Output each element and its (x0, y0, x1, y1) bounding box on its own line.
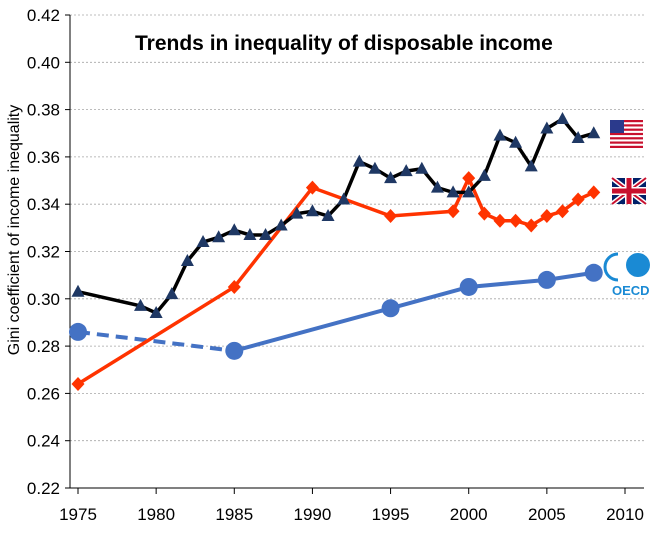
x-tick-label: 1995 (372, 505, 410, 524)
oecd-logo-icon: OECD (603, 252, 650, 298)
series-line-dashed (77, 329, 235, 353)
data-point-uk (305, 180, 319, 195)
data-point-oecd (537, 270, 556, 289)
data-point-uk (446, 204, 460, 219)
data-point-oecd (381, 299, 400, 318)
y-tick-label: 0.34 (27, 195, 60, 214)
y-tick-label: 0.28 (27, 337, 60, 356)
data-point-us (415, 161, 429, 174)
y-tick-label: 0.26 (27, 384, 60, 403)
data-point-us (134, 298, 148, 311)
uk-flag-icon (610, 176, 648, 206)
data-point-oecd (459, 277, 478, 296)
series-layer (69, 112, 603, 391)
data-point-us (399, 164, 413, 177)
data-point-us (259, 227, 273, 240)
y-axis-title: Gini coefficient of income inequality (6, 105, 23, 356)
x-tick-label: 1975 (59, 505, 97, 524)
data-point-us (337, 192, 351, 205)
data-point-uk (509, 213, 523, 228)
data-point-us (540, 121, 554, 134)
data-point-us (430, 180, 444, 193)
y-tick-labels: 0.22 0.24 0.26 0.28 0.30 0.32 0.34 0.36 0.38 0.40… (27, 6, 70, 498)
x-tick-label: 1980 (137, 505, 175, 524)
data-point-uk (477, 206, 491, 221)
data-point-us (446, 185, 460, 198)
y-tick-label: 0.40 (27, 53, 60, 72)
y-tick-label: 0.36 (27, 148, 60, 167)
data-point-uk (555, 204, 569, 219)
data-point-us (196, 235, 210, 248)
us-flag-icon (610, 120, 643, 148)
x-tick-label: 1985 (215, 505, 253, 524)
data-point-oecd (69, 322, 87, 341)
data-point-us (149, 305, 163, 318)
data-point-uk (493, 213, 507, 228)
series-uk (71, 171, 601, 391)
y-tick-label: 0.42 (27, 6, 60, 25)
series-oecd (69, 263, 603, 360)
data-point-uk (227, 279, 241, 294)
data-point-us (384, 171, 398, 184)
data-point-us (368, 161, 382, 174)
data-point-us (509, 135, 523, 148)
oecd-logo-text: OECD (612, 283, 650, 298)
x-tick-labels: 1975 1980 1985 1990 1995 2000 2005 2010 (59, 488, 644, 524)
y-tick-label: 0.24 (27, 432, 60, 451)
y-tick-label: 0.38 (27, 101, 60, 120)
data-point-us (243, 227, 257, 240)
grid-layer (70, 14, 644, 442)
data-point-us (165, 287, 179, 300)
data-point-uk (587, 185, 601, 200)
y-tick-label: 0.22 (27, 479, 60, 498)
x-tick-label: 2005 (528, 505, 566, 524)
data-point-us (571, 130, 585, 143)
data-point-us (227, 223, 241, 236)
data-point-us (180, 253, 194, 266)
data-point-us (524, 159, 538, 172)
data-point-us (305, 204, 319, 217)
x-tick-label: 2010 (606, 505, 644, 524)
y-tick-label: 0.32 (27, 243, 60, 262)
data-point-uk (384, 209, 398, 224)
data-point-us (71, 284, 85, 297)
data-point-us (352, 154, 366, 167)
data-point-us (493, 128, 507, 141)
data-point-uk (462, 171, 476, 186)
x-tick-label: 2000 (450, 505, 488, 524)
chart-title: Trends in inequality of disposable incom… (135, 32, 553, 55)
data-point-us (555, 112, 569, 125)
data-point-us (477, 168, 491, 181)
axis-layer (69, 15, 644, 489)
y-tick-label: 0.30 (27, 290, 60, 309)
x-tick-label: 1990 (294, 505, 332, 524)
data-point-oecd (584, 263, 603, 282)
data-point-uk (524, 218, 538, 233)
data-point-us (212, 230, 226, 243)
series-us (71, 112, 601, 318)
data-point-uk (540, 209, 554, 224)
data-point-us (290, 206, 304, 219)
data-point-us (321, 209, 335, 222)
data-point-us (274, 218, 288, 231)
data-point-oecd (225, 341, 244, 360)
data-point-us (587, 126, 601, 139)
data-point-uk (71, 376, 85, 391)
data-point-us (462, 185, 476, 198)
data-point-uk (571, 192, 585, 207)
